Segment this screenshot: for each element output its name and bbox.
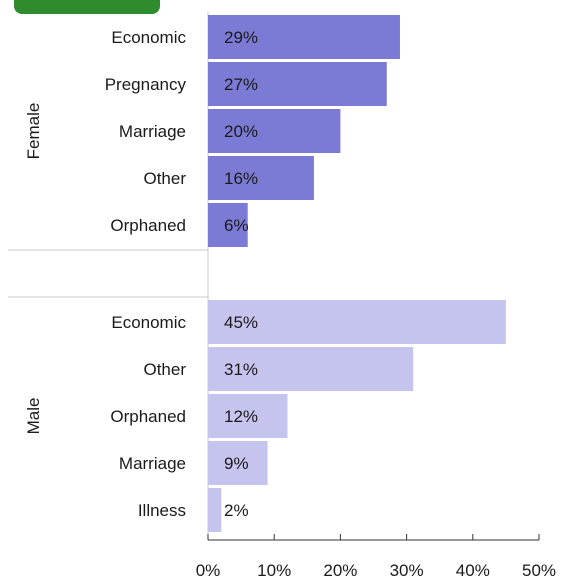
bar-female-orphaned (208, 203, 248, 247)
category-label: Pregnancy (105, 75, 187, 94)
category-label: Other (143, 360, 186, 379)
group-labels: Female Male (24, 103, 43, 435)
data-label: 2% (224, 501, 249, 520)
bars (208, 15, 506, 532)
group-label-female: Female (24, 103, 43, 160)
x-tick-label: 20% (323, 561, 357, 580)
category-label: Orphaned (110, 407, 186, 426)
category-label: Orphaned (110, 216, 186, 235)
category-labels: Economic Pregnancy Marriage Other Orphaned Ec… (105, 28, 187, 520)
data-label: 9% (224, 454, 249, 473)
bar-male-other (208, 347, 414, 391)
data-label: 20% (224, 122, 258, 141)
group-label-male: Male (24, 398, 43, 435)
category-label: Economic (111, 28, 186, 47)
bar-female-economic (208, 15, 400, 59)
category-label: Marriage (119, 454, 186, 473)
x-axis: 0% 10% 20% 30% 40% 50% (196, 534, 556, 580)
category-label: Other (143, 169, 186, 188)
data-label: 31% (224, 360, 258, 379)
bar-female-other (208, 156, 314, 200)
x-tick-label: 50% (522, 561, 556, 580)
data-label: 27% (224, 75, 258, 94)
category-label: Economic (111, 313, 186, 332)
x-tick-label: 30% (390, 561, 424, 580)
category-label: Marriage (119, 122, 186, 141)
data-label: 6% (224, 216, 249, 235)
bar-male-illness (208, 488, 222, 532)
value-labels: 29% 27% 20% 16% 6% 45% 31% 12% 9% 2% (224, 28, 258, 520)
data-label: 45% (224, 313, 258, 332)
bar-male-economic (208, 300, 506, 344)
category-label: Illness (138, 501, 186, 520)
top-left-badge (14, 0, 160, 14)
data-label: 29% (224, 28, 258, 47)
bar-female-pregnancy (208, 62, 387, 106)
bar-female-marriage (208, 109, 341, 153)
bar-male-orphaned (208, 394, 288, 438)
bar-male-marriage (208, 441, 268, 485)
x-tick-label: 40% (456, 561, 490, 580)
data-label: 12% (224, 407, 258, 426)
x-tick-label: 10% (257, 561, 291, 580)
x-tick-label: 0% (196, 561, 221, 580)
data-label: 16% (224, 169, 258, 188)
